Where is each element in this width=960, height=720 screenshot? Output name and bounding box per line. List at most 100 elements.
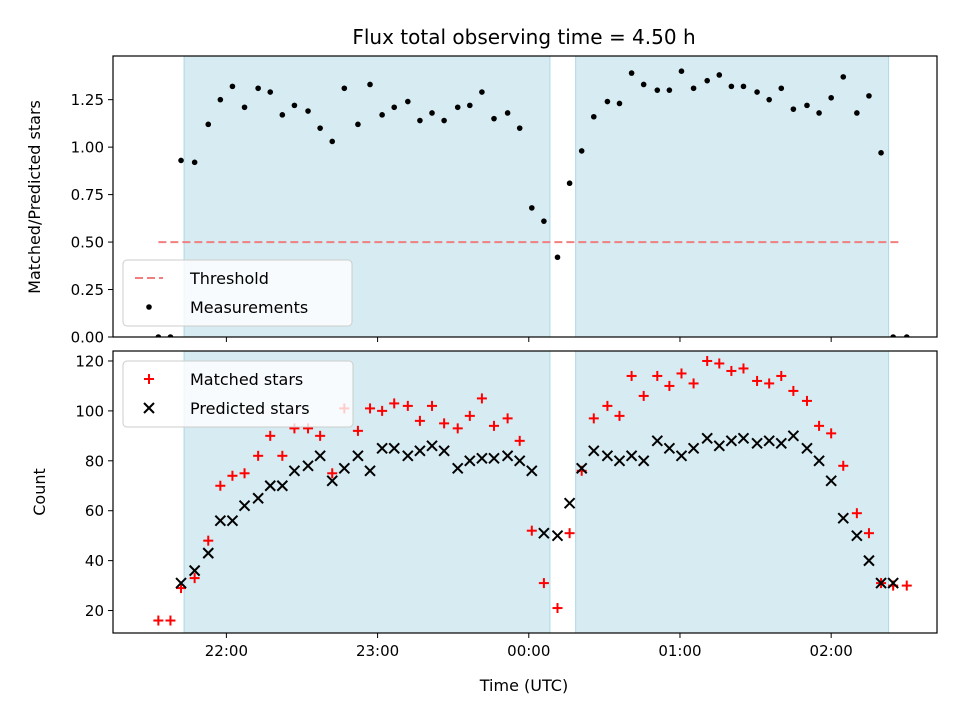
data-point: [464, 410, 475, 421]
y-tick-label: 60: [85, 502, 104, 520]
data-point: [352, 425, 363, 436]
axes-frame: [112, 55, 938, 338]
data-point: [690, 85, 697, 92]
data-point: [887, 577, 899, 589]
y-tick-label: 40: [85, 552, 104, 570]
y-tick-label: 0.50: [71, 234, 104, 252]
data-point: [738, 363, 749, 374]
data-point: [214, 514, 227, 527]
data-point: [491, 115, 497, 122]
data-point: [813, 455, 825, 467]
y-tick-label: 100: [75, 402, 104, 420]
data-point: [265, 430, 276, 441]
data-point: [329, 138, 336, 145]
y-tick-label: 0.25: [71, 281, 104, 299]
data-point: [675, 450, 688, 462]
data-point: [476, 452, 488, 465]
data-point: [788, 385, 799, 396]
data-point: [901, 580, 912, 591]
data-point: [778, 85, 785, 92]
data-point: [713, 440, 725, 452]
data-point: [315, 430, 326, 441]
data-point: [875, 577, 887, 589]
data-point: [529, 205, 535, 211]
data-point: [666, 87, 673, 93]
data-point: [165, 615, 176, 626]
axes-frame: [112, 350, 938, 634]
data-point: [429, 110, 435, 116]
data-point: [787, 430, 800, 442]
data-point: [890, 334, 896, 337]
data-point: [338, 462, 351, 474]
data-point: [604, 98, 611, 105]
data-point: [678, 68, 685, 74]
data-point: [638, 390, 649, 401]
data-point: [590, 113, 597, 120]
data-point: [191, 159, 198, 166]
x-tick-label: 00:00: [507, 642, 550, 660]
data-point: [737, 432, 750, 445]
data-point: [267, 89, 274, 95]
data-point: [203, 535, 214, 546]
data-point: [816, 110, 822, 116]
data-point: [255, 85, 261, 92]
data-point: [837, 512, 849, 524]
data-point: [551, 529, 564, 542]
data-point: [438, 445, 450, 457]
top-ylabel: Matched/Predicted stars: [25, 100, 44, 294]
x-tick-label: 23:00: [356, 642, 399, 660]
data-point: [704, 77, 710, 84]
data-point: [514, 435, 525, 446]
data-point: [863, 554, 875, 567]
chart-title: Flux total observing time = 4.50 h: [352, 25, 695, 49]
y-tick-label: 120: [75, 352, 104, 370]
data-point: [825, 475, 837, 487]
data-point: [714, 358, 725, 369]
data-point: [367, 81, 373, 88]
data-point: [314, 450, 326, 462]
data-point: [391, 104, 398, 111]
x-axis-label: Time (UTC): [479, 676, 568, 695]
data-point: [554, 254, 561, 261]
data-point: [178, 157, 184, 164]
data-point: [205, 121, 212, 128]
data-point: [516, 125, 523, 131]
legend-label: Matched stars: [190, 370, 303, 389]
observing-window-2: [575, 351, 890, 633]
data-point: [476, 393, 487, 404]
series-predicted-stars: [175, 430, 899, 589]
data-point: [616, 100, 623, 107]
data-point: [790, 106, 797, 112]
data-point: [840, 74, 847, 80]
data-point: [479, 89, 485, 95]
data-point: [538, 527, 550, 539]
data-point: [688, 378, 699, 389]
legend-swatch-predicted: [143, 402, 155, 414]
data-point: [541, 218, 547, 224]
data-point: [454, 104, 461, 111]
data-point: [601, 450, 614, 462]
data-point: [626, 370, 637, 381]
data-point: [801, 442, 813, 455]
series-measurements: [155, 68, 910, 337]
data-point: [155, 334, 162, 337]
data-point: [614, 410, 625, 421]
data-point: [625, 450, 638, 462]
data-point: [405, 98, 411, 105]
data-point: [804, 102, 810, 109]
data-point: [701, 432, 713, 445]
data-point: [663, 442, 676, 455]
data-point: [640, 81, 647, 88]
data-point: [488, 452, 500, 465]
data-point: [277, 450, 288, 461]
data-point: [439, 418, 450, 429]
observing-window-2: [575, 56, 890, 337]
data-point: [664, 380, 675, 391]
data-point: [226, 514, 239, 527]
data-point: [702, 355, 713, 366]
data-point: [866, 93, 872, 99]
data-point: [153, 615, 164, 626]
data-point: [826, 428, 837, 439]
data-point: [253, 450, 264, 461]
data-point: [502, 413, 513, 424]
